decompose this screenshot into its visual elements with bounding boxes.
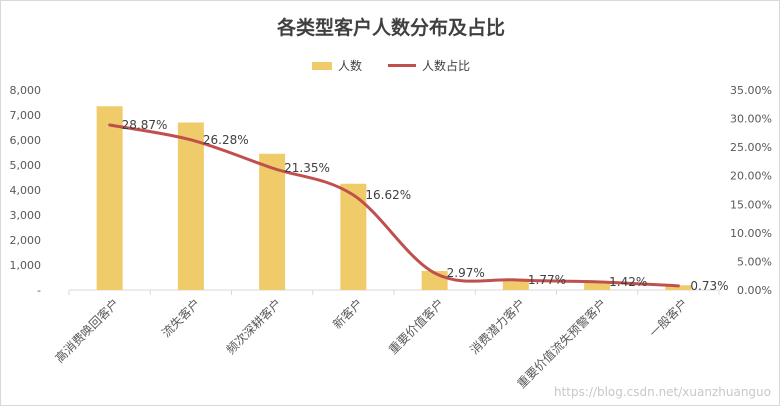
line-data-label: 26.28% — [203, 133, 249, 147]
y-left-tick-label: 2,000 — [10, 234, 42, 247]
y-left-tick-label: - — [37, 284, 41, 297]
y-left-tick-label: 3,000 — [10, 209, 42, 222]
line-data-label: 16.62% — [365, 188, 411, 202]
chart-title: 各类型客户人数分布及占比 — [276, 17, 505, 39]
y-right-tick-label: 10.00% — [730, 227, 772, 240]
line-data-label: 1.77% — [528, 273, 566, 287]
legend-item-line: 人数占比 — [388, 57, 470, 74]
legend-item-bar: 人数 — [311, 57, 362, 74]
legend-label-line: 人数占比 — [422, 59, 471, 73]
bar-4 — [340, 183, 367, 290]
line-data-label: 1.42% — [609, 275, 647, 289]
y-right-tick-label: 30.00% — [730, 113, 772, 126]
line-data-label: 2.97% — [447, 266, 485, 280]
x-category-label: 消费潜力客户 — [466, 296, 528, 358]
x-category-label: 重要价值客户 — [385, 296, 447, 358]
label-layer: 28.87% 26.28% 21.35% 16.62% 2.97% 1.77% 1.42% 0… — [122, 118, 729, 293]
x-category-label: 高消费唤回客户 — [52, 296, 122, 366]
legend-swatch-bar — [311, 61, 332, 70]
bar-3 — [259, 153, 286, 290]
y-left-tick-label: 1,000 — [10, 259, 42, 272]
bar-1 — [96, 106, 123, 290]
y-left-tick-label: 5,000 — [10, 159, 42, 172]
y-left-tick-label: 8,000 — [10, 84, 42, 97]
line-layer — [108, 123, 680, 288]
y-right-tick-label: 0.00% — [737, 284, 772, 297]
y-right-tick-label: 25.00% — [730, 141, 772, 154]
y-left-tick-label: 6,000 — [10, 134, 42, 147]
y-right-tick-label: 20.00% — [730, 170, 772, 183]
y-right-tick-label: 5.00% — [737, 255, 772, 268]
x-category-label: 一般客户 — [646, 296, 691, 341]
legend-label-bar: 人数 — [337, 59, 362, 73]
legend: 人数 人数占比 — [1, 57, 780, 74]
legend-swatch-line — [388, 64, 416, 67]
percent-line — [108, 123, 680, 288]
x-category-label: 重要价值流失预警客户 — [514, 296, 609, 391]
y-left-tick-label: 7,000 — [10, 109, 42, 122]
y-left-tick-label: 4,000 — [10, 184, 42, 197]
x-category-label: 频次深耕客户 — [223, 296, 285, 358]
bar-7 — [584, 281, 611, 290]
line-data-label: 28.87% — [122, 118, 168, 132]
bar-2 — [177, 122, 204, 290]
x-category-label: 新客户 — [329, 296, 365, 332]
line-data-label: 0.73% — [690, 279, 728, 293]
watermark: https://blog.csdn.net/xuanzhuanguo — [553, 385, 771, 399]
line-data-label: 21.35% — [284, 161, 330, 175]
y-right-tick-label: 35.00% — [730, 84, 772, 97]
bar-6 — [502, 278, 529, 290]
y-right-tick-label: 15.00% — [730, 198, 772, 211]
bar-8 — [665, 285, 692, 290]
x-category-label: 流失客户 — [158, 296, 203, 341]
